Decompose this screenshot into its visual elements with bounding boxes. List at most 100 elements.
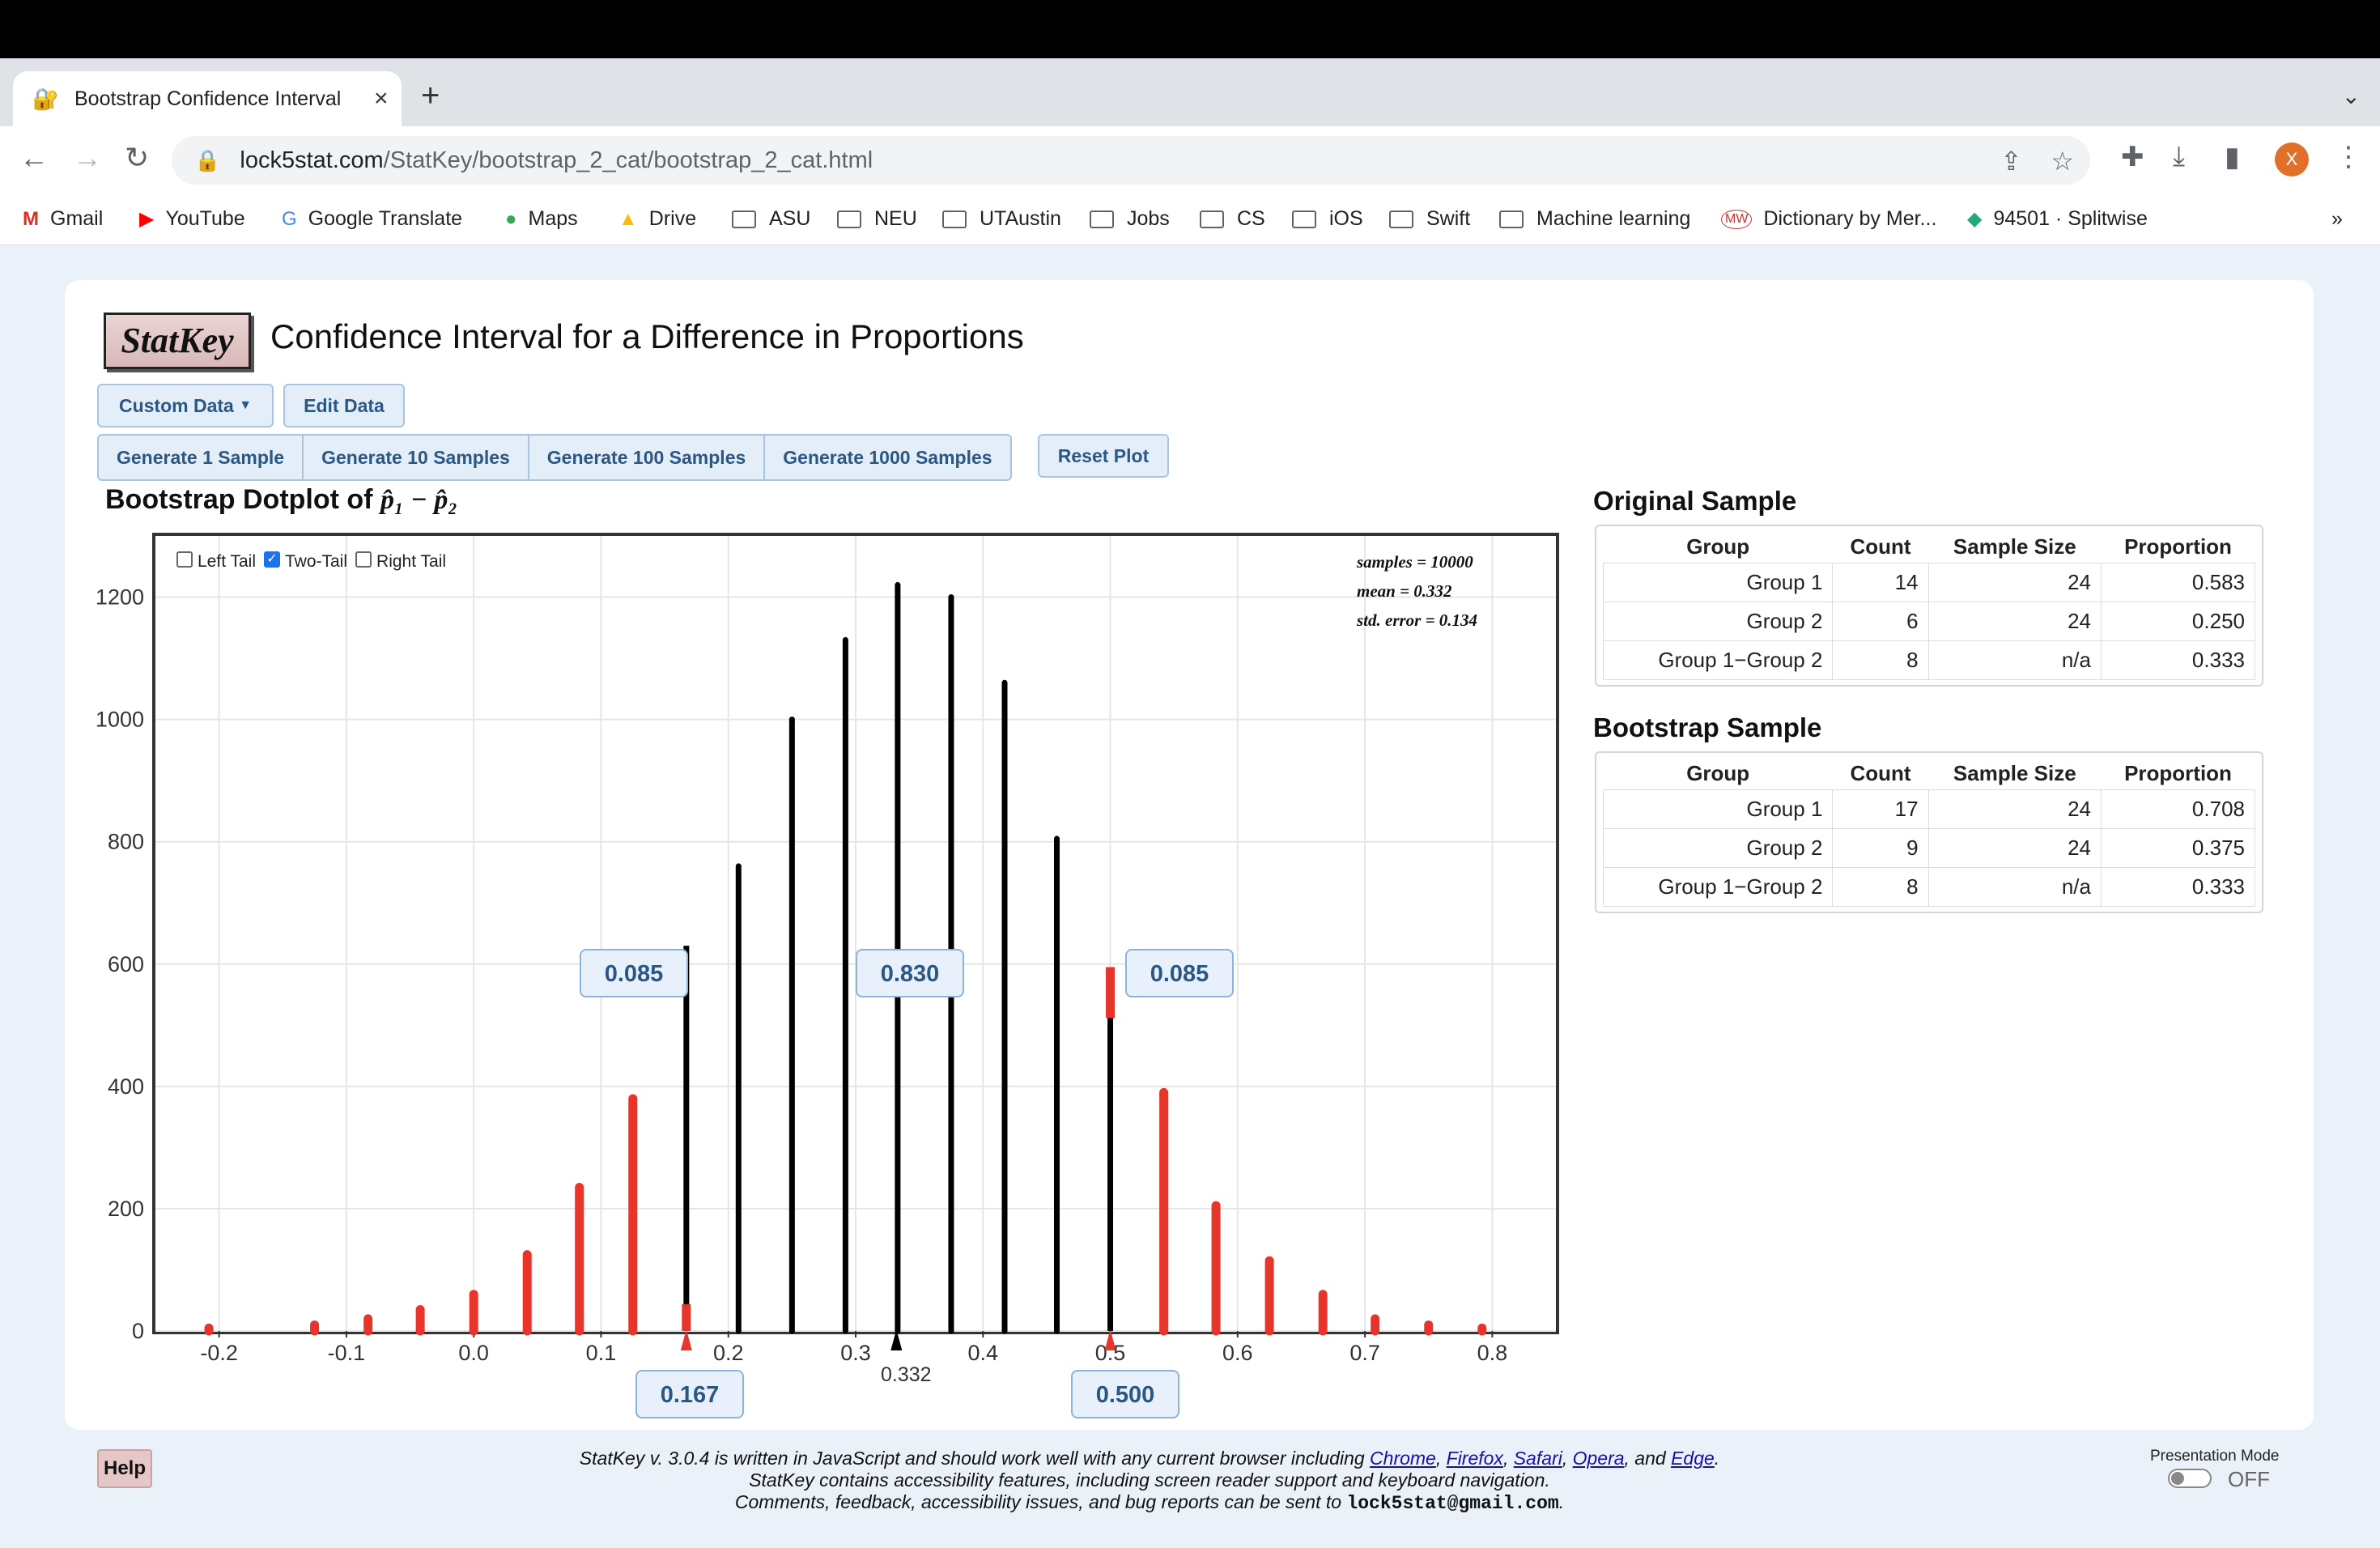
bookmark-gmail[interactable]: M Gmail [23, 207, 104, 230]
x-tick-label: 0.8 [1477, 1341, 1508, 1365]
opera-link[interactable]: Opera [1572, 1448, 1625, 1469]
presentation-mode-toggle[interactable] [2168, 1469, 2212, 1488]
table-header-row: Group Count Sample Size Proportion [1686, 534, 2232, 559]
bookmark-maps[interactable]: ● Maps [505, 207, 578, 230]
folder-icon [1090, 210, 1114, 228]
tab-strip: 🔐 Bootstrap Confidence Interval × + ⌄ [0, 58, 2380, 126]
bookmarks-bar: M Gmail ▶ YouTube G Google Translate ● Maps … [0, 194, 2380, 245]
bookmark-machine-learning[interactable]: Machine learning [1499, 207, 1690, 231]
x-tick-label: -0.1 [328, 1341, 366, 1365]
share-icon[interactable]: ⇪ [2000, 147, 2022, 176]
edge-link[interactable]: Edge [1671, 1448, 1715, 1469]
maps-pin-icon: ● [505, 207, 517, 230]
bookmark-dictionary[interactable]: MW Dictionary by Mer... [1721, 207, 1936, 231]
firefox-link[interactable]: Firefox [1446, 1448, 1503, 1469]
page-title: Confidence Interval for a Difference in … [270, 317, 1024, 355]
footer-text: StatKey v. 3.0.4 is written in JavaScrip… [579, 1448, 1720, 1514]
bookmark-cs[interactable]: CS [1200, 207, 1265, 231]
youtube-icon: ▶ [139, 208, 155, 230]
mean-axis-label: 0.332 [881, 1363, 932, 1386]
folder-icon [1292, 210, 1316, 228]
bookmark-ios[interactable]: iOS [1292, 207, 1363, 231]
two-tail-checkbox[interactable]: ✓ [264, 551, 280, 568]
edit-data-button[interactable]: Edit Data [283, 384, 405, 427]
upper-bound-marker [1104, 1329, 1116, 1350]
table-row: Group 1 14 24 0.583 [1602, 563, 2255, 602]
download-icon[interactable]: ⤓ [2173, 141, 2186, 172]
bookmark-translate[interactable]: G Google Translate [282, 207, 463, 230]
bookmark-youtube[interactable]: ▶ YouTube [139, 207, 245, 230]
generate-1-sample-button[interactable]: Generate 1 Sample [99, 436, 304, 479]
generate-1000-samples-button[interactable]: Generate 1000 Samples [783, 446, 992, 468]
close-tab-icon[interactable]: × [374, 85, 389, 112]
x-tick-label: 0.6 [1222, 1341, 1253, 1365]
bookmark-neu[interactable]: NEU [837, 207, 917, 231]
statkey-logo[interactable]: StatKey [104, 313, 251, 369]
generate-button-group: Generate 1 Sample Generate 10 Samples Ge… [97, 434, 1012, 481]
right-tail-proportion[interactable]: 0.085 [1125, 949, 1234, 997]
folder-icon [732, 210, 756, 228]
extensions-icon[interactable]: ✚ [2121, 142, 2144, 172]
summary-stats: samples = 10000 mean = 0.332 std. error … [1357, 547, 1477, 635]
right-tail-checkbox[interactable] [355, 551, 372, 568]
address-bar[interactable]: 🔒 lock5stat.com/StatKey/bootstrap_2_cat/… [172, 136, 2090, 185]
lock-favicon-icon: 🔐 [32, 87, 59, 111]
help-button[interactable]: Help [97, 1449, 152, 1488]
y-tick-label: 200 [108, 1197, 144, 1221]
bookmark-star-icon[interactable]: ☆ [2051, 147, 2074, 176]
tab-search-chevron-icon[interactable]: ⌄ [2341, 83, 2361, 108]
generate-10-samples-button[interactable]: Generate 10 Samples [304, 436, 529, 479]
y-tick-label: 0 [132, 1319, 144, 1343]
caret-down-icon: ▼ [239, 398, 253, 412]
folder-icon [942, 210, 967, 228]
bookmark-utaustin[interactable]: UTAustin [942, 207, 1061, 231]
bookmark-jobs[interactable]: Jobs [1090, 207, 1170, 231]
presentation-mode-state: OFF [2228, 1467, 2270, 1491]
forward-icon[interactable]: → [73, 141, 102, 174]
presentation-mode-label: Presentation Mode [2150, 1448, 2280, 1465]
browser-tab[interactable]: 🔐 Bootstrap Confidence Interval × [13, 71, 402, 126]
generate-100-samples-button[interactable]: Generate 100 Samples [529, 436, 766, 479]
back-icon[interactable]: ← [19, 141, 49, 174]
table-row: Group 2 9 24 0.375 [1602, 828, 2255, 868]
samples-count: samples = 10000 [1357, 552, 1473, 572]
reset-plot-button[interactable]: Reset Plot [1038, 434, 1169, 478]
chrome-link[interactable]: Chrome [1370, 1448, 1436, 1469]
original-sample-title: Original Sample [1593, 486, 1797, 516]
lower-bound-marker [680, 1329, 692, 1350]
mean-marker [890, 1329, 903, 1350]
table-row: Group 1−Group 2 8 n/a 0.333 [1602, 867, 2255, 907]
y-tick-label: 600 [108, 952, 144, 976]
folder-icon [1200, 210, 1224, 228]
left-tail-proportion[interactable]: 0.085 [580, 949, 688, 997]
bootstrap-sample-title: Bootstrap Sample [1593, 712, 1822, 742]
lock-icon[interactable]: 🔒 [194, 147, 221, 172]
side-panel-icon[interactable]: ▮ [2225, 142, 2240, 172]
std-error-value: std. error = 0.134 [1357, 610, 1478, 630]
x-tick-label: 0.1 [586, 1341, 617, 1365]
new-tab-icon[interactable]: + [421, 78, 440, 113]
upper-bound-value[interactable]: 0.500 [1071, 1370, 1179, 1418]
safari-link[interactable]: Safari [1513, 1448, 1562, 1469]
bookmark-swift[interactable]: Swift [1389, 207, 1470, 231]
original-sample-table: Group Count Sample Size Proportion Group… [1595, 525, 2263, 687]
folder-icon [1499, 210, 1524, 228]
plot-title: Bootstrap Dotplot of p̂₁ − p̂₂ [105, 484, 458, 515]
custom-data-dropdown[interactable]: Custom Data ▼ [97, 384, 274, 427]
contact-email[interactable]: lock5stat@gmail.com [1346, 1493, 1559, 1514]
folder-icon [837, 210, 861, 228]
reload-icon[interactable]: ↻ [125, 141, 150, 174]
bookmark-asu[interactable]: ASU [732, 207, 810, 231]
bookmark-drive[interactable]: ▲ Drive [618, 207, 697, 230]
profile-avatar[interactable]: X [2275, 142, 2309, 176]
y-tick-label: 800 [108, 830, 144, 854]
left-tail-checkbox[interactable] [176, 551, 193, 568]
bookmark-splitwise[interactable]: ◆ 94501 · Splitwise [1967, 207, 2148, 230]
x-tick-label: 0.7 [1349, 1341, 1380, 1365]
menu-kebab-icon[interactable]: ⋮ [2335, 142, 2362, 172]
more-bookmarks-icon[interactable]: » [2331, 207, 2343, 230]
gmail-icon: M [23, 207, 39, 230]
lower-bound-value[interactable]: 0.167 [635, 1370, 744, 1418]
table-row: Group 1 17 24 0.708 [1602, 789, 2255, 829]
